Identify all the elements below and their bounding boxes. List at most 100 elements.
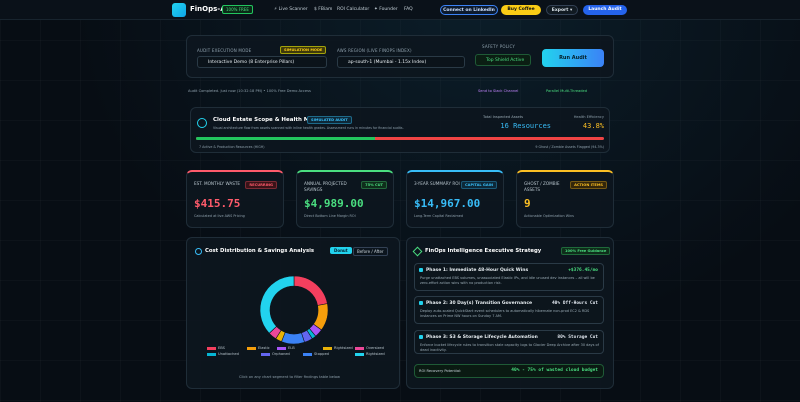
launch-audit-button[interactable]: Launch Audit (583, 5, 627, 15)
total-assets-label: Total Inspected Assets (483, 115, 523, 119)
strategy-phase: Phase 1: Immediate 48-Hour Quick Wins +$… (414, 263, 604, 291)
health-desc: Visual architecture flow from assets sca… (213, 126, 404, 130)
kpi-note: Long-Term Capital Reclaimed (414, 214, 464, 218)
kpi-note: Actionable Optimization Wins (524, 214, 574, 218)
nav-pricing[interactable]: $ FBiam (314, 7, 333, 12)
roi-value: 40% - 75% of wasted cloud budget (511, 368, 598, 373)
safety-label: SAFETY POLICY (482, 44, 516, 49)
nav-roi-calculator[interactable]: ROI Calculator (337, 7, 370, 12)
legend-item[interactable]: Rightsized (355, 352, 385, 356)
kpi-tag: ACTION ITEMS (570, 181, 607, 189)
free-badge: 100% FREE (222, 5, 253, 14)
controls-panel: AUDIT EXECUTION MODE SIMULATION MODE Int… (186, 35, 614, 78)
cost-distribution-panel: Cost Distribution & Savings Analysis Don… (186, 237, 400, 389)
legend-label: EBS (218, 346, 225, 350)
safety-toggle[interactable]: Top Shield Active (475, 54, 531, 66)
donut-slice[interactable] (259, 275, 295, 334)
simulation-tag: SIMULATION MODE (280, 46, 327, 54)
chart-icon (195, 248, 202, 255)
total-assets-value: 16 Resources (500, 122, 551, 130)
strategy-phase: Phase 2: 30 Day(s) Transition Governance… (414, 296, 604, 324)
kpi-label: GHOST / ZOMBIE ASSETS (524, 181, 560, 192)
nav-founder[interactable]: ✦ Founder (374, 7, 398, 12)
legend-label: Elastic (258, 346, 270, 350)
kpi-note: Calculated at live AWS Pricing (194, 214, 245, 218)
region-label: AWS REGION (LIVE FINOPS INDEX) (337, 48, 412, 53)
phase-desc: Purge unattached EBS volumes, unassociat… (420, 276, 595, 285)
phase-icon (419, 268, 423, 272)
kpi-value: $4,989.00 (304, 197, 364, 210)
phase-title: Phase 2: 30 Day(s) Transition Governance (426, 301, 533, 306)
mode-select[interactable]: Interactive Demo (8 Enterprise Pillars) (197, 56, 327, 68)
linkedin-button[interactable]: Connect on LinkedIn (440, 5, 498, 15)
strategy-title: FinOps Intelligence Executive Strategy (425, 248, 542, 254)
health-bar-fill (196, 137, 375, 140)
legend-label: Oversized (366, 346, 384, 350)
mode-label: AUDIT EXECUTION MODE (197, 48, 252, 53)
brand-name: FinOps-AI (190, 5, 229, 13)
kpi-value: $14,967.00 (414, 197, 481, 210)
kpi-card: ANNUAL PROJECTED SAVINGS 75% CUT $4,989.… (296, 170, 394, 228)
chart-hint: Click on any chart segment to filter fin… (239, 375, 340, 379)
active-resources-note: 7 Active & Production Resources (HIGH) (199, 145, 265, 149)
legend-label: Rightsized (366, 352, 385, 356)
strategy-phase: Phase 3: S3 & Storage Lifecycle Automati… (414, 330, 604, 354)
phase-icon (419, 335, 423, 339)
donut-slice[interactable] (281, 331, 305, 345)
kpi-value: 9 (524, 197, 531, 210)
kpi-card: GHOST / ZOMBIE ASSETS ACTION ITEMS 9 Act… (516, 170, 614, 228)
legend-label: Orphaned (272, 352, 290, 356)
tab-before-after[interactable]: Before / After (353, 247, 388, 256)
nav-live-scanner[interactable]: ⚡ Live Scanner (274, 7, 308, 12)
donut-slice[interactable] (293, 275, 328, 306)
kpi-note: Direct Bottom Line Margin ROI (304, 214, 356, 218)
legend-label: Unattached (218, 352, 239, 356)
strategy-icon (412, 246, 423, 257)
kpi-label: 3-YEAR SUMMARY ROI (414, 181, 460, 186)
legend-item[interactable]: EBS (207, 346, 225, 350)
phase-value: +$376.45/mo (568, 268, 598, 273)
health-bar (196, 137, 604, 140)
send-slack-link[interactable]: Send to Slack Channel (478, 89, 519, 93)
donut-chart[interactable] (249, 265, 339, 355)
roi-potential-bar: ROI Recovery Potential: 40% - 75% of was… (414, 364, 604, 378)
legend-item[interactable]: Elastic (247, 346, 270, 350)
kpi-label: EST. MONTHLY WASTE (194, 181, 241, 186)
phase-title: Phase 1: Immediate 48-Hour Quick Wins (426, 268, 529, 273)
tab-donut[interactable]: Donut (330, 247, 352, 254)
buy-coffee-button[interactable]: Buy Coffee (501, 5, 541, 15)
health-meter-panel: Cloud Estate Scope & Health Meter SIMULA… (190, 107, 610, 153)
kpi-tag: RECURRING (245, 181, 277, 189)
legend-label: Stopped (314, 352, 329, 356)
top-navbar: FinOps-AI 100% FREE ⚡ Live Scanner $ FBi… (0, 0, 800, 20)
run-audit-button[interactable]: Run Audit (542, 49, 604, 67)
distribution-title: Cost Distribution & Savings Analysis (205, 248, 315, 254)
legend-item[interactable]: Oversized (355, 346, 384, 350)
health-title: Cloud Estate Scope & Health Meter (213, 117, 323, 123)
kpi-tag: 75% CUT (361, 181, 387, 189)
parallel-status: Parallel Multi-Threaded (546, 89, 588, 93)
region-select[interactable]: ap-south-1 (Mumbai - 1.15x Index) (337, 56, 465, 68)
simulated-tag: SIMULATED AUDIT (307, 116, 352, 124)
audit-status: Audit Completed. Just now (10:32:18 PM) … (188, 89, 311, 93)
phase-value: 80% Storage Cut (557, 335, 598, 340)
efficiency-value: 43.8% (582, 122, 604, 130)
nav-faq[interactable]: FAQ (404, 7, 413, 12)
efficiency-label: Health Efficiency (573, 115, 604, 119)
legend-item[interactable]: Rightsized (323, 346, 353, 350)
phase-value: 40% Off-Hours Cut (551, 301, 598, 306)
phase-desc: Deploy auto-scaled QuickStart event sche… (420, 309, 590, 318)
legend-item[interactable]: Stopped (303, 352, 329, 356)
legend-item[interactable]: ELB (277, 346, 295, 350)
legend-item[interactable]: Unattached (207, 352, 239, 356)
export-button[interactable]: Export ▾ (546, 5, 578, 15)
phase-desc: Enforce bucket lifecycle rules to transi… (420, 343, 599, 352)
phase-icon (419, 301, 423, 305)
legend-label: ELB (288, 346, 295, 350)
free-guidance-tag: 100% Free Guidance (561, 247, 611, 255)
legend-item[interactable]: Orphaned (261, 352, 290, 356)
kpi-tag: CAPITAL GAIN (461, 181, 497, 189)
kpi-value: $415.75 (194, 197, 241, 210)
kpi-label: ANNUAL PROJECTED SAVINGS (304, 181, 347, 192)
phase-title: Phase 3: S3 & Storage Lifecycle Automati… (426, 335, 538, 340)
